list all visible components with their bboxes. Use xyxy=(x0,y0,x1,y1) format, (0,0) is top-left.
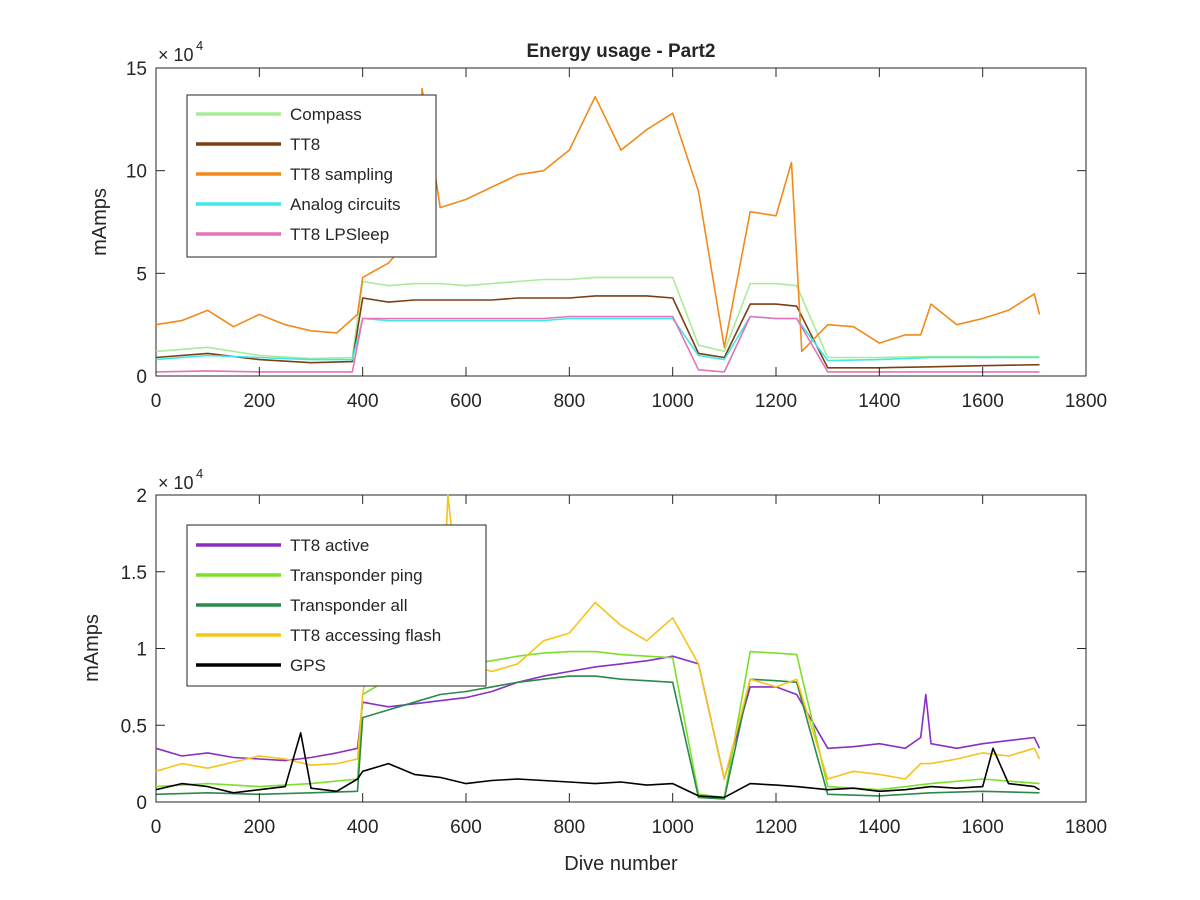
bottom-x-tick-label-7: 1400 xyxy=(858,817,900,838)
top-chart-title: Energy usage - Part2 xyxy=(526,41,715,62)
bottom-x-tick-label-0: 0 xyxy=(151,817,162,838)
bottom-x-tick-label-2: 400 xyxy=(347,817,379,838)
top-x-ticks: 0 200 400 600 800 1000 1200 1400 1600 1800 xyxy=(151,68,1107,412)
bottom-y-exponent-power: 4 xyxy=(196,466,203,481)
top-y-ticks: 0 5 10 15 xyxy=(126,59,1086,388)
top-x-tick-label-1: 200 xyxy=(243,391,275,412)
bottom-x-ticks: 0 200 400 600 800 1000 1200 1400 1600 1800 xyxy=(151,495,1107,838)
bottom-series-group xyxy=(155,494,1041,800)
bottom-x-tick-label-1: 200 xyxy=(243,817,275,838)
top-x-tick-label-3: 600 xyxy=(450,391,482,412)
bottom-x-tick-label-4: 800 xyxy=(553,817,585,838)
top-series-line-0 xyxy=(155,276,1040,360)
top-y-exponent-power: 4 xyxy=(196,38,203,53)
bottom-series-line-0 xyxy=(155,655,1041,780)
top-legend-label-1: TT8 xyxy=(290,135,320,154)
top-legend-label-2: TT8 sampling xyxy=(290,165,393,184)
top-y-exponent: × 10 4 xyxy=(158,38,203,65)
bottom-series-line-2 xyxy=(155,675,1040,800)
top-panel: 0 200 400 600 800 1000 1200 1400 1600 1800 0 5 10 15… xyxy=(89,38,1107,412)
top-legend: Compass TT8 TT8 sampling Analog circuits TT8… xyxy=(186,94,437,258)
top-x-tick-label-6: 1200 xyxy=(755,391,797,412)
bottom-legend-label-2: Transponder all xyxy=(290,596,408,615)
bottom-y-axis-label: mAmps xyxy=(81,614,103,682)
top-y-exponent-base: × 10 xyxy=(158,45,194,65)
bottom-panel: 0 200 400 600 800 1000 1200 1400 1600 1800 0 0.5 1 1… xyxy=(81,466,1107,875)
top-x-tick-label-0: 0 xyxy=(151,391,162,412)
top-x-tick-label-4: 800 xyxy=(553,391,585,412)
bottom-series-line-4 xyxy=(155,732,1040,799)
bottom-y-tick-label-1: 0.5 xyxy=(121,716,147,737)
top-x-tick-label-9: 1800 xyxy=(1065,391,1107,412)
top-x-tick-label-8: 1600 xyxy=(962,391,1004,412)
top-y-tick-label-2: 10 xyxy=(126,162,147,183)
bottom-x-tick-label-5: 1000 xyxy=(652,817,694,838)
bottom-y-exponent: × 10 4 xyxy=(158,466,203,493)
bottom-series-line-1 xyxy=(155,650,1040,799)
bottom-y-tick-label-0: 0 xyxy=(136,793,147,814)
top-x-tick-label-7: 1400 xyxy=(858,391,900,412)
bottom-x-axis-label: Dive number xyxy=(564,853,678,875)
bottom-y-exponent-base: × 10 xyxy=(158,473,194,493)
top-y-axis-label: mAmps xyxy=(89,188,111,256)
bottom-x-tick-label-6: 1200 xyxy=(755,817,797,838)
top-legend-label-0: Compass xyxy=(290,105,362,124)
bottom-x-tick-label-8: 1600 xyxy=(962,817,1004,838)
top-series-line-3 xyxy=(155,315,1040,362)
bottom-y-tick-label-2: 1 xyxy=(136,640,147,661)
bottom-y-tick-label-4: 2 xyxy=(136,486,147,507)
top-legend-box xyxy=(186,94,437,258)
top-x-tick-label-2: 400 xyxy=(347,391,379,412)
top-series-group xyxy=(155,87,1041,373)
bottom-x-tick-label-3: 600 xyxy=(450,817,482,838)
bottom-legend: TT8 active Transponder ping Transponder al… xyxy=(186,524,487,687)
top-y-tick-label-1: 5 xyxy=(136,264,147,285)
bottom-series-line-3 xyxy=(155,494,1041,780)
bottom-legend-label-1: Transponder ping xyxy=(290,566,423,585)
top-series-line-2 xyxy=(155,87,1041,353)
top-series-line-4 xyxy=(155,315,1040,373)
top-x-tick-label-5: 1000 xyxy=(652,391,694,412)
top-series-line-1 xyxy=(155,295,1040,369)
bottom-y-tick-label-3: 1.5 xyxy=(121,563,147,584)
bottom-legend-label-3: TT8 accessing flash xyxy=(290,626,441,645)
top-legend-label-3: Analog circuits xyxy=(290,195,401,214)
bottom-x-tick-label-9: 1800 xyxy=(1065,817,1107,838)
top-legend-label-4: TT8 LPSleep xyxy=(290,225,389,244)
bottom-legend-label-4: GPS xyxy=(290,656,326,675)
bottom-y-ticks: 0 0.5 1 1.5 2 xyxy=(121,486,1086,814)
bottom-legend-label-0: TT8 active xyxy=(290,536,369,555)
top-y-tick-label-0: 0 xyxy=(136,367,147,388)
top-y-tick-label-3: 15 xyxy=(126,59,147,80)
